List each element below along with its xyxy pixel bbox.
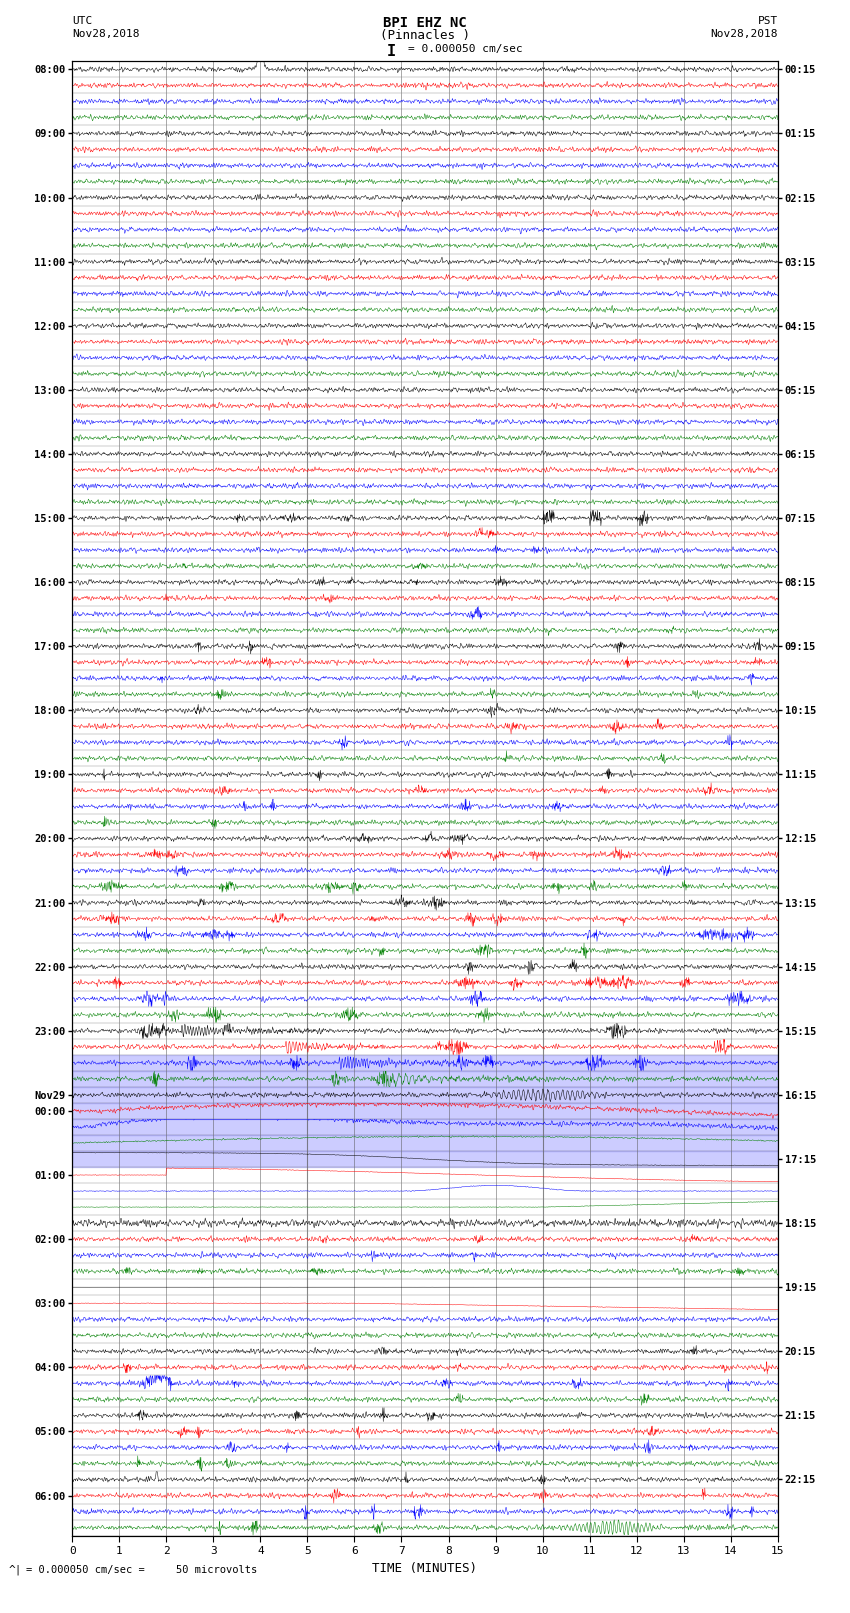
X-axis label: TIME (MINUTES): TIME (MINUTES) xyxy=(372,1561,478,1574)
Bar xyxy=(72,1119,778,1136)
Text: UTC: UTC xyxy=(72,16,93,26)
Text: = 0.000050 cm/sec: = 0.000050 cm/sec xyxy=(408,44,523,53)
Text: Nov28,2018: Nov28,2018 xyxy=(711,29,778,39)
Text: ^|: ^| xyxy=(8,1565,22,1576)
Text: = 0.000050 cm/sec =     50 microvolts: = 0.000050 cm/sec = 50 microvolts xyxy=(26,1565,257,1574)
Bar xyxy=(72,1087,778,1103)
Text: PST: PST xyxy=(757,16,778,26)
Text: (Pinnacles ): (Pinnacles ) xyxy=(380,29,470,42)
Bar xyxy=(72,1055,778,1071)
Text: BPI EHZ NC: BPI EHZ NC xyxy=(383,16,467,31)
Text: I: I xyxy=(387,44,395,58)
Bar xyxy=(72,1152,778,1168)
Bar xyxy=(72,1071,778,1087)
Bar xyxy=(72,1136,778,1152)
Text: Nov28,2018: Nov28,2018 xyxy=(72,29,139,39)
Bar xyxy=(72,1103,778,1119)
